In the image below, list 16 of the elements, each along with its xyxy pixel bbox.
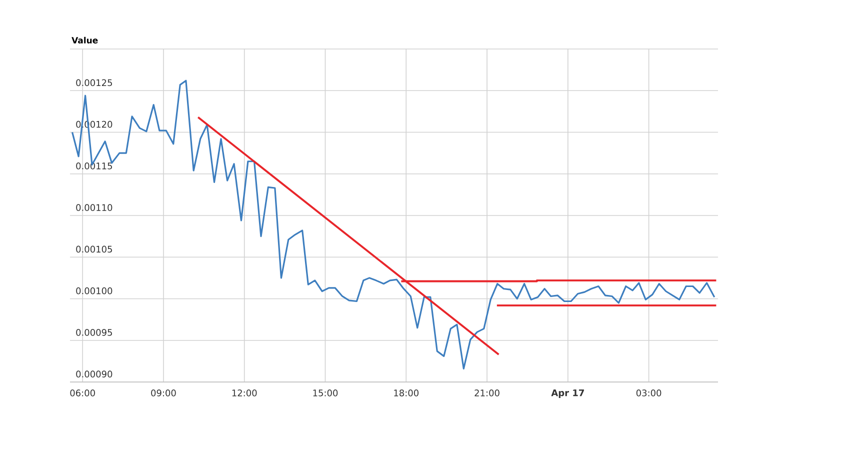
y-tick-label: 0.00095 [76, 329, 112, 336]
x-tick-label: 06:00 [70, 390, 95, 396]
x-tick-label: 09:00 [151, 390, 176, 396]
x-tick-label: 15:00 [313, 390, 338, 396]
x-tick-label: 12:00 [232, 390, 257, 396]
y-tick-label: 0.00110 [76, 204, 112, 211]
y-axis-title: Value [72, 36, 98, 44]
x-tick-label: 18:00 [394, 390, 418, 396]
y-tick-label: 0.00105 [76, 246, 112, 253]
x-tick-label: Apr 17 [551, 390, 584, 398]
x-tick-label: 21:00 [474, 390, 500, 396]
x-tick-label: 03:00 [636, 390, 662, 396]
y-tick-label: 0.00100 [76, 287, 112, 294]
y-tick-label: 0.00090 [76, 370, 112, 378]
y-tick-label: 0.00115 [76, 162, 112, 170]
y-tick-label: 0.00125 [76, 79, 112, 86]
